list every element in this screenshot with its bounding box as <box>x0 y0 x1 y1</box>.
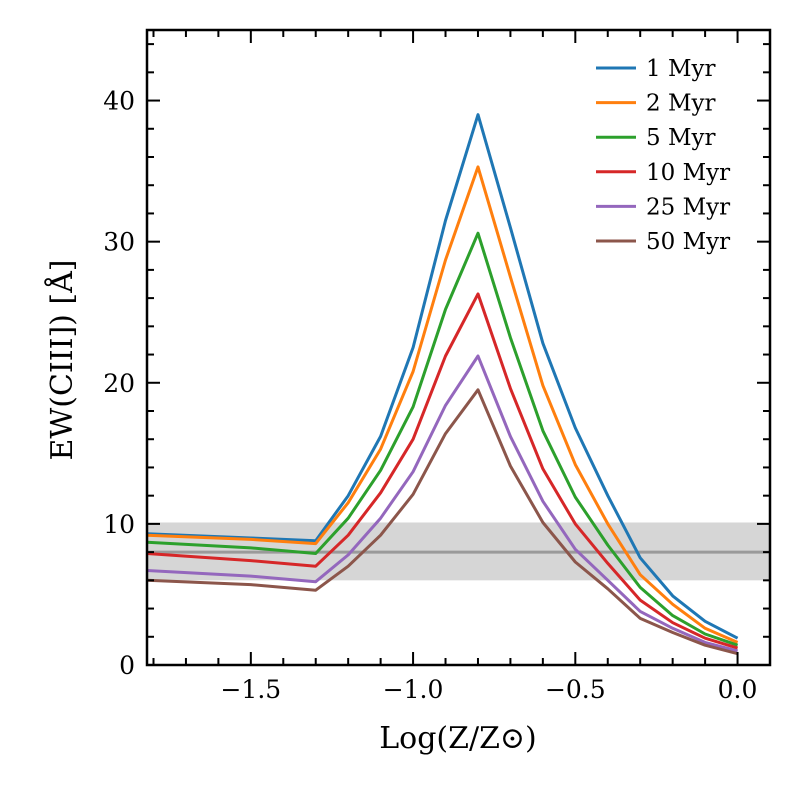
series-line-6 <box>147 388 738 656</box>
x-tick-label: −1.0 <box>383 675 444 704</box>
legend-label-4: 10 Myr <box>646 160 730 186</box>
series-line-5 <box>147 354 738 653</box>
x-tick-label: −0.5 <box>545 675 606 704</box>
plot-area <box>147 113 770 656</box>
x-axis-label: Log(Z/Z⊙) <box>379 721 537 756</box>
y-tick-label: 30 <box>103 228 135 257</box>
legend-label-3: 5 Myr <box>646 125 715 151</box>
y-tick-label: 0 <box>119 651 135 680</box>
series-line-4 <box>147 292 739 650</box>
series-line-2 <box>147 165 739 644</box>
legend-label-1: 1 Myr <box>646 56 715 82</box>
series-line-3 <box>147 231 739 647</box>
y-tick-label: 20 <box>103 369 135 398</box>
plot-frame <box>145 28 772 667</box>
legend-label-2: 2 Myr <box>646 91 715 117</box>
legend-label-5: 25 Myr <box>646 194 730 220</box>
y-tick-label: 10 <box>103 510 135 539</box>
y-axis-label: EW(CIII]) [Å] <box>44 260 80 461</box>
x-tick-label: −1.5 <box>220 675 281 704</box>
x-tick-label: 0.0 <box>718 675 758 704</box>
series-line-1 <box>147 113 739 640</box>
legend-label-6: 50 Myr <box>646 229 730 255</box>
y-tick-label: 40 <box>103 87 135 116</box>
